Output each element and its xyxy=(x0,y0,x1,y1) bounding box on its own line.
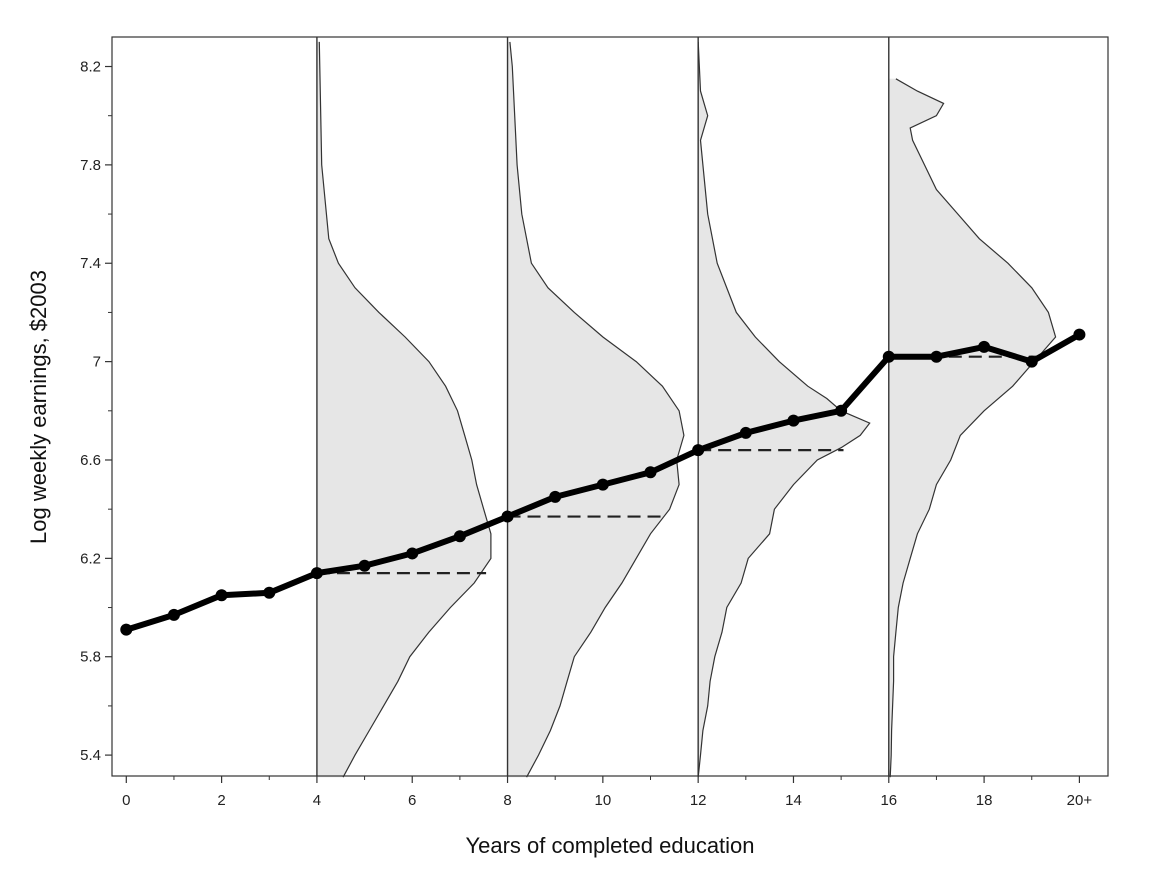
data-point xyxy=(882,350,895,363)
density-fill-16 xyxy=(888,78,1056,778)
x-tick-label: 18 xyxy=(976,792,993,809)
data-point xyxy=(453,530,466,543)
mean-earnings-line-layer xyxy=(120,328,1086,636)
x-tick-label: 6 xyxy=(408,792,416,809)
y-tick-label: 5.4 xyxy=(80,747,101,764)
data-point xyxy=(644,466,657,479)
data-point xyxy=(787,414,800,427)
data-point xyxy=(1073,328,1086,341)
x-tick-label: 8 xyxy=(503,792,511,809)
y-tick-label: 8.2 xyxy=(80,59,101,76)
data-point xyxy=(167,608,180,621)
data-point xyxy=(549,490,562,503)
plot-area-frame xyxy=(111,36,1109,777)
x-tick-label: 20+ xyxy=(1067,792,1093,809)
axes: 5.4 5.8 6.2 6.6 7 7.4 7.8 8.2 0 2 4 6 8 10 12 14 16 18 20+ xyxy=(80,59,1092,809)
y-tick-label: 7.8 xyxy=(80,157,101,174)
data-point xyxy=(263,586,276,599)
density-outline-12 xyxy=(697,41,871,778)
data-point xyxy=(1025,355,1038,368)
y-axis-title: Log weekly earnings, $2003 xyxy=(26,270,51,544)
x-tick-label: 10 xyxy=(595,792,612,809)
data-point xyxy=(739,426,752,439)
data-point xyxy=(358,559,371,572)
x-tick-label: 0 xyxy=(122,792,130,809)
density-fill-4 xyxy=(316,41,491,778)
data-point xyxy=(835,404,848,417)
density-fill-8 xyxy=(507,41,684,778)
data-point xyxy=(120,623,133,636)
x-tick-label: 12 xyxy=(690,792,707,809)
data-point xyxy=(215,589,228,602)
density-distributions xyxy=(316,37,1057,778)
data-point xyxy=(501,510,514,523)
density-outline-4 xyxy=(318,41,492,778)
data-point xyxy=(930,350,943,363)
data-point xyxy=(596,478,609,491)
data-point xyxy=(692,444,705,457)
data-point xyxy=(310,567,323,580)
data-point xyxy=(406,547,419,560)
y-tick-label: 7 xyxy=(93,354,101,371)
y-tick-label: 5.8 xyxy=(80,649,101,666)
x-tick-label: 16 xyxy=(880,792,897,809)
density-outline-16 xyxy=(889,78,1057,778)
x-tick-label: 14 xyxy=(785,792,802,809)
data-point xyxy=(978,340,991,353)
density-fill-12 xyxy=(698,41,870,778)
x-tick-label: 4 xyxy=(313,792,321,809)
x-tick-label: 2 xyxy=(217,792,225,809)
y-tick-label: 7.4 xyxy=(80,255,101,272)
y-tick-label: 6.6 xyxy=(80,452,101,469)
y-tick-label: 6.2 xyxy=(80,550,101,567)
x-axis-title: Years of completed education xyxy=(465,833,754,858)
